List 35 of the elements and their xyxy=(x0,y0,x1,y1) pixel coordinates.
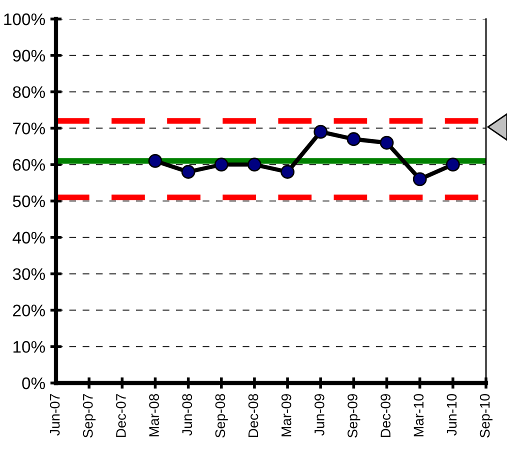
x-tick-label: Jun-08 xyxy=(182,394,192,436)
x-tick-label: Dec-09 xyxy=(380,394,390,438)
x-tick-label: Sep-07 xyxy=(82,394,96,438)
x-tick-label: Jun-09 xyxy=(314,394,324,436)
y-tick-label: 50% xyxy=(12,195,45,208)
y-tick-label: 40% xyxy=(12,232,45,244)
y-tick-label: 60% xyxy=(13,159,45,171)
point xyxy=(380,136,394,150)
point xyxy=(412,172,427,186)
x-tick-label: Sep-10 xyxy=(480,394,492,438)
point xyxy=(181,164,196,179)
y-tick-label: 80% xyxy=(12,86,45,98)
point xyxy=(346,132,361,146)
y-tick-label: 10% xyxy=(13,341,45,353)
x-tick-label: Mar-08 xyxy=(149,394,159,436)
point xyxy=(214,158,228,172)
point xyxy=(248,158,262,172)
x-tick-label: Mar-10 xyxy=(414,394,424,436)
y-tick-label: 0% xyxy=(22,377,45,390)
x-tick-label: Mar-09 xyxy=(281,394,292,436)
y-tick-label: 100% xyxy=(4,13,45,26)
x-tick-label: Dec-07 xyxy=(116,394,126,438)
point xyxy=(446,158,460,172)
y-tick-label: 20% xyxy=(13,304,45,316)
x-tick-label: Jun-07 xyxy=(50,394,60,436)
x-tick-label: Sep-08 xyxy=(215,394,228,438)
point xyxy=(314,124,328,139)
x-tick-label: Jun-10 xyxy=(446,394,457,436)
y-tick-label: 30% xyxy=(12,268,45,280)
point xyxy=(280,164,294,179)
point xyxy=(148,154,162,168)
y-tick-label: 90% xyxy=(13,50,45,62)
x-tick-label: Dec-08 xyxy=(248,394,258,438)
y-tick-label: 70% xyxy=(13,122,45,134)
x-tick-label: Sep-09 xyxy=(348,394,360,438)
